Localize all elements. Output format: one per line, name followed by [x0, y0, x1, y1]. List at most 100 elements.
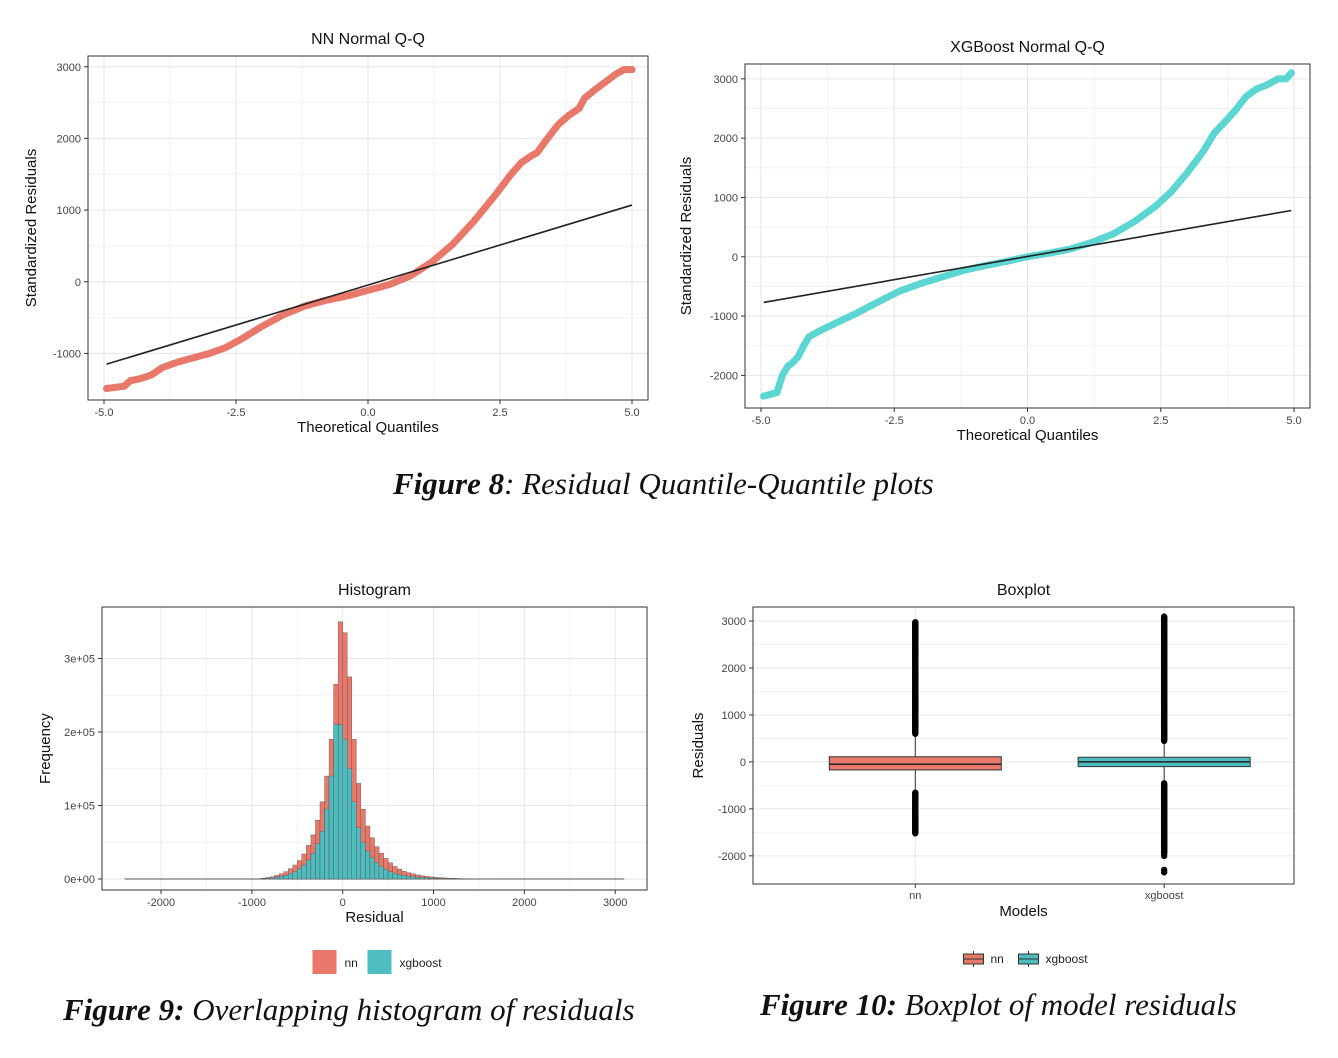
histogram-bar-xgboost — [378, 866, 384, 880]
x-tick-label: -5.0 — [752, 415, 771, 427]
x-tick-label: 0 — [340, 897, 346, 909]
y-tick-label: 0 — [75, 277, 81, 289]
qq-plot-xgboost: XGBoost Normal Q-Q -2000 -1000 0 1000 2000 300… — [678, 39, 1311, 444]
x-tick-label: xgboost — [1145, 890, 1184, 902]
histogram-bar-xgboost — [415, 877, 421, 880]
histogram-bar-xgboost — [387, 871, 393, 880]
figure-10-text: Boxplot of model residuals — [896, 987, 1237, 1022]
histogram-bar-xgboost — [401, 875, 407, 880]
x-axis-label: Theoretical Quantiles — [957, 427, 1099, 444]
histogram-bar-xgboost — [274, 876, 280, 880]
y-tick-label: 2000 — [714, 133, 738, 145]
histogram-bar-xgboost — [351, 801, 357, 880]
x-tick-label: 0.0 — [1020, 415, 1035, 427]
chart-title: NN Normal Q-Q — [311, 31, 425, 48]
histogram-bar-xgboost — [283, 875, 289, 880]
histogram-bar-xgboost — [347, 768, 352, 880]
legend-swatch-nn — [312, 950, 337, 974]
histogram-bar-xgboost — [437, 878, 443, 880]
figure-10-label: Figure 10: — [760, 987, 897, 1022]
histogram-bar-xgboost — [397, 874, 402, 880]
plot-border — [752, 606, 1295, 885]
y-tick-label: 0e+00 — [64, 874, 95, 886]
histogram-bar-xgboost — [301, 864, 307, 880]
x-tick-label: 3000 — [603, 897, 627, 909]
histogram-bar-xgboost — [392, 872, 398, 880]
figure-8-label: Figure 8 — [393, 466, 505, 501]
qq-reference-line — [763, 209, 1292, 304]
qq-plot-nn: NN Normal Q-Q -1000 0 1000 2000 3000 -5.0 -2.5 0… — [23, 31, 649, 436]
y-tick-label: 3000 — [722, 616, 746, 628]
box-outlier — [1160, 869, 1168, 876]
chart-title: XGBoost Normal Q-Q — [950, 39, 1105, 56]
legend-swatch-xgboost — [367, 950, 392, 974]
histogram-bar-xgboost — [328, 775, 334, 880]
histogram-bar-xgboost — [315, 843, 321, 880]
histogram-bar-xgboost — [365, 850, 371, 880]
y-tick-label: 2e+05 — [64, 727, 95, 739]
histogram-bar-xgboost — [433, 878, 439, 880]
histogram-bar-xgboost — [292, 871, 298, 880]
y-tick-label: -2000 — [718, 851, 746, 863]
x-tick-label: -1000 — [238, 897, 266, 909]
x-tick-label: 2.5 — [492, 407, 507, 419]
histogram-bar-xgboost — [333, 724, 339, 880]
histogram-bar-xgboost — [406, 875, 412, 880]
x-tick-label: 1000 — [421, 897, 445, 909]
legend-label-xgboost: xgboost — [400, 956, 443, 970]
y-tick-label: 1e+05 — [64, 800, 95, 812]
histogram-bar-xgboost — [428, 877, 434, 880]
figure-8-text: : Residual Quantile-Quantile plots — [504, 466, 934, 501]
figure-8-caption: Figure 8: Residual Quantile-Quantile plo… — [393, 466, 934, 502]
box-outlier — [912, 789, 919, 796]
histogram-bar-xgboost — [360, 842, 366, 880]
figure-9-text: Overlapping histogram of residuals — [184, 992, 635, 1027]
histogram-bar-xgboost — [310, 853, 316, 880]
x-tick-label: 2000 — [512, 897, 536, 909]
legend-label-nn: nn — [345, 956, 358, 970]
chart-title: Histogram — [338, 582, 411, 599]
y-tick-label: 0 — [740, 757, 746, 769]
histogram-bar-xgboost — [324, 808, 330, 880]
box-nn — [828, 756, 1002, 771]
y-tick-label: 1000 — [57, 205, 81, 217]
histogram-bar-xgboost — [306, 859, 312, 880]
y-tick-label: 0 — [732, 252, 738, 264]
figure-9-label: Figure 9: — [63, 992, 185, 1027]
y-tick-label: -1000 — [710, 311, 738, 323]
x-axis-label: Theoretical Quantiles — [297, 419, 439, 436]
x-tick-label: 5.0 — [624, 407, 639, 419]
histogram-bar-xgboost — [356, 827, 362, 880]
histogram-bar-xgboost — [297, 868, 303, 880]
x-tick-label: 0.0 — [360, 407, 375, 419]
x-tick-label: nn — [909, 890, 921, 902]
y-tick-label: -2000 — [710, 370, 738, 382]
x-axis-label: Models — [999, 903, 1047, 920]
x-tick-label: 2.5 — [1153, 415, 1168, 427]
histogram-bar-xgboost — [319, 830, 325, 880]
y-tick-label: 1000 — [722, 710, 746, 722]
box-outlier — [1160, 852, 1168, 860]
y-tick-label: 2000 — [722, 663, 746, 675]
qq-point — [1287, 69, 1295, 77]
chart-title: Boxplot — [997, 582, 1051, 599]
x-tick-label: -2.5 — [227, 407, 246, 419]
y-tick-label: 1000 — [714, 192, 738, 204]
y-tick-label: -1000 — [53, 348, 81, 360]
y-tick-label: 2000 — [57, 133, 81, 145]
histogram-bar-xgboost — [342, 739, 348, 880]
y-tick-label: -1000 — [718, 804, 746, 816]
box-outlier — [1160, 613, 1168, 620]
histogram-bar-xgboost — [337, 724, 343, 880]
histogram-bar-xgboost — [288, 873, 293, 880]
histogram-bar-xgboost — [424, 877, 430, 880]
plot-border — [101, 606, 648, 891]
histogram-chart: Histogram 0e+00 1e+05 2e+05 3e+05 -2000 -1000 0… — [37, 582, 648, 974]
boxplot-chart: Boxplot -2000 -1000 0 1000 2000 3000 Models Resi… — [690, 582, 1295, 967]
box-outlier — [912, 619, 919, 626]
y-tick-label: 3e+05 — [64, 653, 95, 665]
histogram-bar-xgboost — [278, 876, 284, 880]
x-tick-label: -2.5 — [885, 415, 904, 427]
legend-label-xgboost: xgboost — [1046, 952, 1089, 966]
y-axis-label: Standardized Residuals — [23, 149, 40, 307]
